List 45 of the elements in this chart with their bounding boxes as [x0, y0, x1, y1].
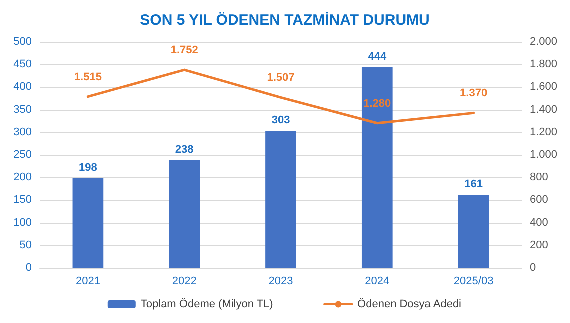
data-label: 1.515	[74, 71, 102, 84]
x-tick-label: 2025/03	[454, 276, 494, 288]
y2-tick-label: 1.600	[530, 81, 558, 94]
x-tick-label: 2023	[268, 276, 294, 288]
y2-tick-label: 200	[530, 239, 548, 252]
data-label: 1.280	[364, 98, 392, 110]
y-tick-label: 400	[14, 81, 32, 94]
y-tick-label: 150	[14, 194, 32, 206]
x-tick-label: 2024	[365, 276, 390, 288]
x-tick-label: 2021	[76, 276, 100, 288]
data-label: 1.752	[170, 44, 198, 57]
bar	[266, 131, 296, 268]
y2-tick-label: 1.200	[530, 126, 558, 138]
y-tick-label: 350	[14, 104, 32, 116]
y2-tick-label: 1.400	[530, 104, 558, 116]
data-label: 1.507	[267, 72, 295, 84]
data-label: 444	[368, 50, 388, 63]
y-tick-label: 300	[14, 126, 32, 138]
data-label: 161	[464, 178, 483, 191]
y2-tick-label: 400	[530, 216, 548, 229]
data-label: 1.370	[460, 88, 488, 100]
bar	[169, 160, 200, 268]
data-label: 238	[175, 144, 194, 156]
chart-title: SON 5 YIL ÖDENEN TAZMİNAT DURUMU	[140, 12, 430, 29]
y2-tick-label: 600	[530, 194, 548, 206]
bar	[362, 67, 393, 268]
y2-tick-label: 1.000	[530, 149, 558, 161]
legend-label: Toplam Ödeme (Milyon TL)	[140, 298, 274, 310]
y-tick-label: 500	[14, 36, 32, 48]
y-tick-label: 0	[26, 262, 32, 274]
y-tick-label: 100	[14, 216, 32, 229]
bar	[458, 195, 490, 268]
y-tick-label: 50	[20, 239, 32, 252]
legend-label: Ödenen Dosya Adedi	[358, 298, 462, 310]
y-tick-label: 250	[14, 149, 32, 161]
y-tick-label: 200	[14, 172, 32, 184]
bar	[72, 178, 104, 268]
x-tick-label: 2022	[172, 276, 197, 288]
y2-tick-label: 800	[530, 172, 548, 184]
data-label: 198	[79, 162, 98, 174]
y2-tick-label: 0	[530, 262, 536, 274]
y2-tick-label: 1.800	[530, 58, 558, 71]
data-label: 303	[272, 114, 290, 127]
y2-tick-label: 2.000	[530, 36, 558, 48]
y-tick-label: 450	[14, 58, 32, 71]
